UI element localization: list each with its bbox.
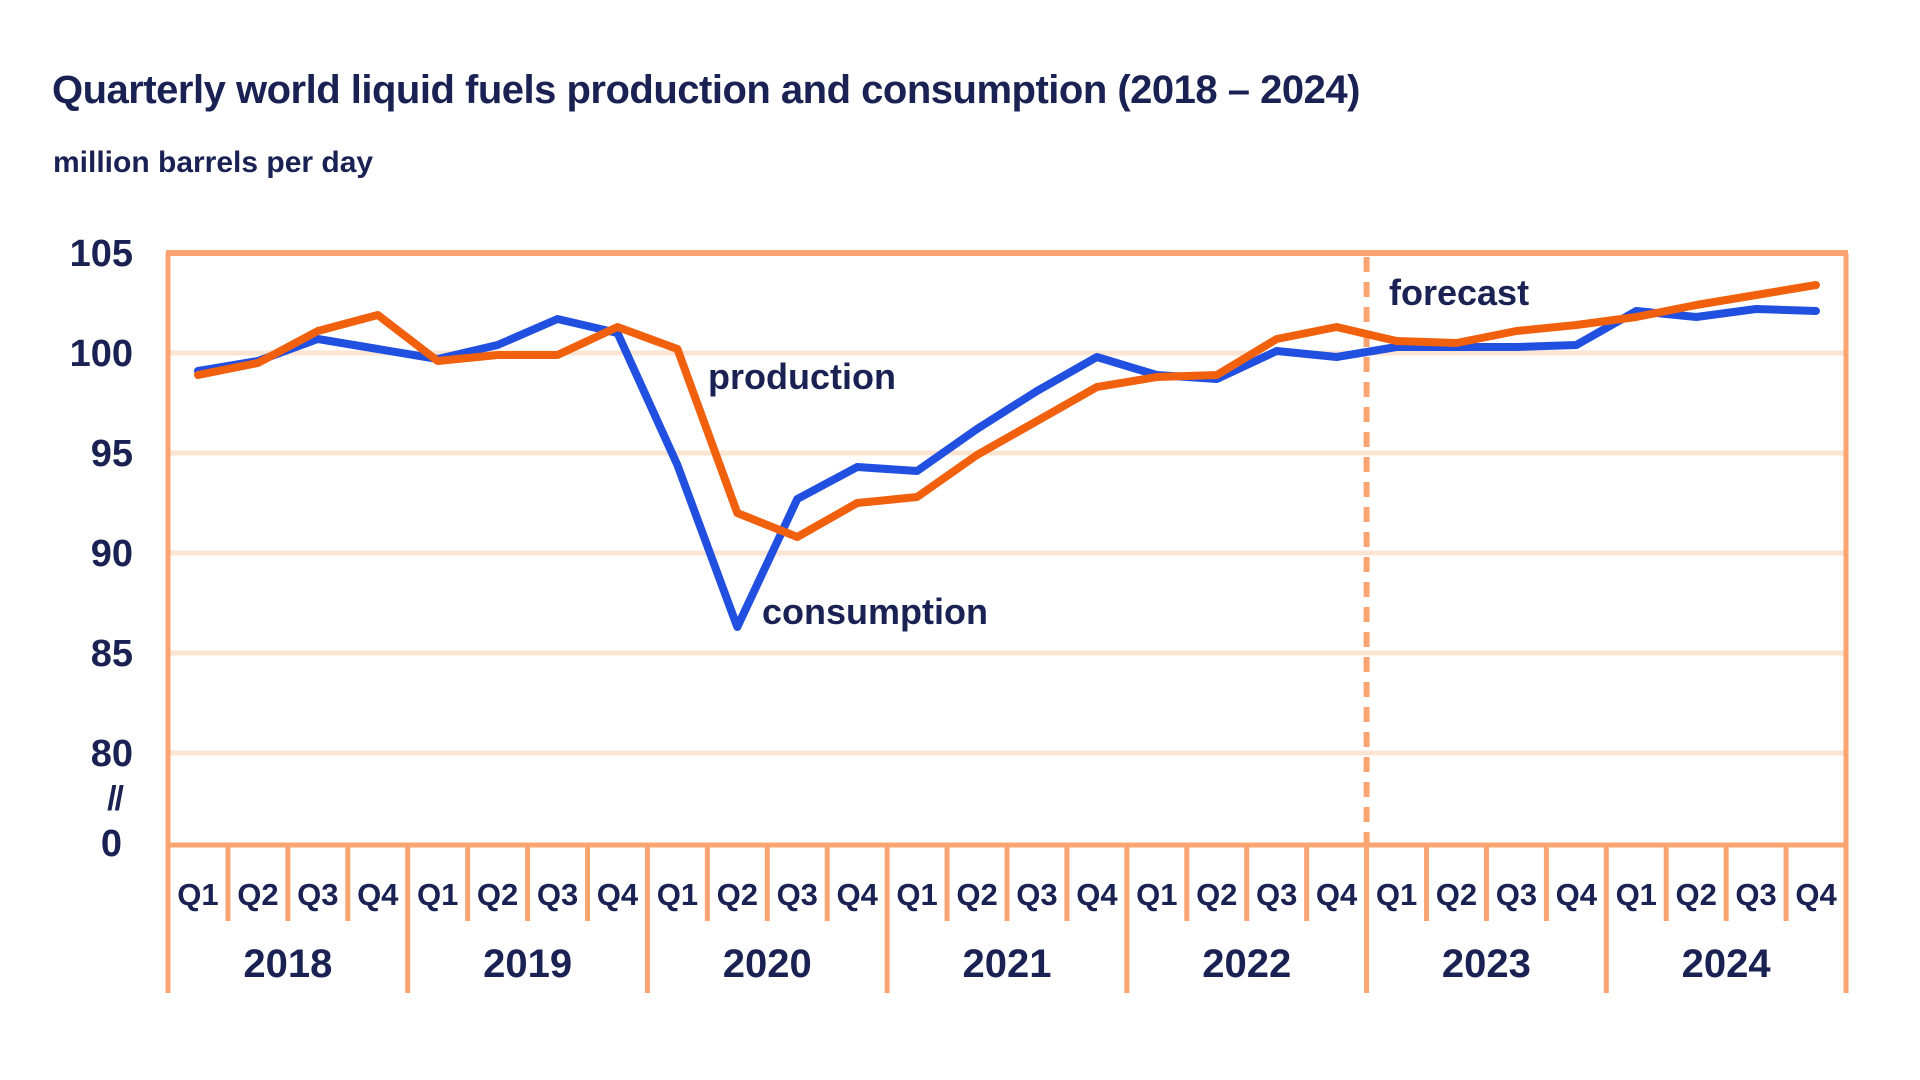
year-label: 2022 <box>1202 942 1291 986</box>
year-label: 2021 <box>963 942 1052 986</box>
quarter-label: Q1 <box>177 877 218 912</box>
year-label: 2018 <box>243 942 332 986</box>
year-label: 2023 <box>1442 942 1531 986</box>
year-label: 2019 <box>483 942 572 986</box>
y-axis-zero-label: 0 <box>101 823 122 865</box>
quarter-label: Q3 <box>297 877 338 912</box>
chart-title: Quarterly world liquid fuels production … <box>52 68 1360 112</box>
quarter-label: Q2 <box>1436 877 1477 912</box>
axis-break-icon: // <box>107 780 124 818</box>
y-axis-label: 95 <box>91 433 133 475</box>
quarter-label: Q2 <box>717 877 758 912</box>
quarter-label: Q3 <box>777 877 818 912</box>
quarter-label: Q1 <box>417 877 458 912</box>
quarter-label: Q4 <box>357 877 399 912</box>
quarter-label: Q4 <box>597 877 639 912</box>
quarter-label: Q3 <box>1735 877 1776 912</box>
quarter-label: Q3 <box>1256 877 1297 912</box>
quarter-label: Q2 <box>956 877 997 912</box>
production-line <box>194 281 1820 541</box>
y-axis-label: 105 <box>70 233 133 275</box>
quarter-label: Q2 <box>237 877 278 912</box>
quarter-label: Q1 <box>1376 877 1417 912</box>
consumption-line <box>194 305 1820 631</box>
quarter-label: Q3 <box>1016 877 1057 912</box>
forecast-label: forecast <box>1389 272 1529 313</box>
quarter-label: Q3 <box>1496 877 1537 912</box>
consumption-label: consumption <box>762 591 988 632</box>
year-label: 2024 <box>1682 942 1772 986</box>
y-axis-label: 80 <box>91 733 133 775</box>
year-label: 2020 <box>723 942 812 986</box>
quarter-label: Q2 <box>1675 877 1716 912</box>
y-axis-label: 90 <box>91 533 133 575</box>
quarter-label: Q3 <box>537 877 578 912</box>
quarter-label: Q1 <box>1616 877 1657 912</box>
quarter-label: Q4 <box>836 877 878 912</box>
quarter-label: Q4 <box>1076 877 1118 912</box>
y-axis-label: 85 <box>91 633 133 675</box>
quarter-label: Q1 <box>896 877 937 912</box>
quarter-label: Q4 <box>1556 877 1598 912</box>
quarter-label: Q2 <box>477 877 518 912</box>
quarter-label: Q4 <box>1316 877 1358 912</box>
quarter-label: Q1 <box>657 877 698 912</box>
chart-subtitle: million barrels per day <box>53 146 374 179</box>
production-label: production <box>708 356 896 397</box>
quarter-label: Q4 <box>1795 877 1837 912</box>
quarter-label: Q1 <box>1136 877 1177 912</box>
quarter-label: Q2 <box>1196 877 1237 912</box>
y-axis-label: 100 <box>70 333 133 375</box>
